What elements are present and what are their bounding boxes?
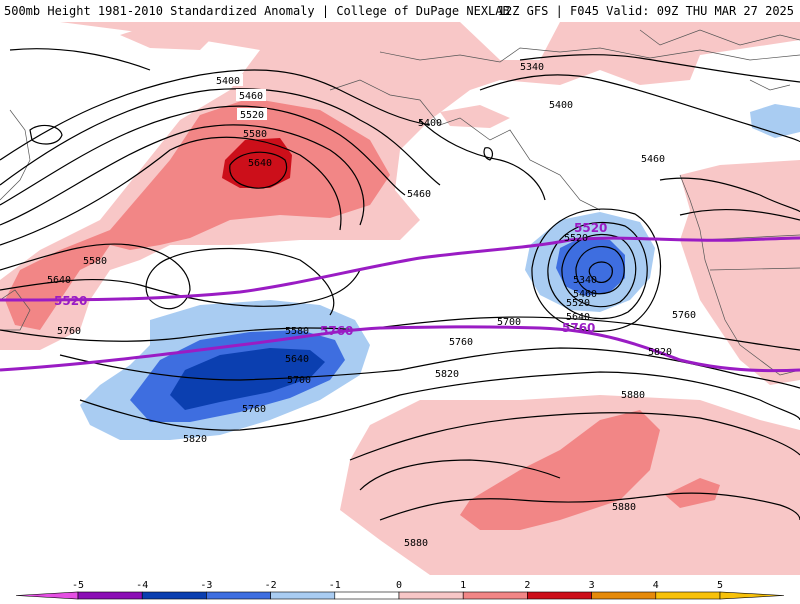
colorbar-tick-label: 3 [589, 580, 595, 591]
colorbar-tick-label: -3 [200, 580, 212, 591]
contour-label: 5700 [497, 317, 521, 328]
contour-label: 5460 [407, 189, 431, 200]
colorbar-bin [462, 591, 528, 600]
positive-anomaly-max [222, 138, 292, 188]
map-title: 500mb Height 1981-2010 Standardized Anom… [4, 4, 510, 18]
contour-label: 5400 [418, 118, 442, 129]
negative-anomaly-max [170, 348, 325, 410]
colorbar-bin [270, 591, 336, 600]
colorbar-arrow-high [719, 591, 785, 600]
highlight-label: 5520 [54, 294, 87, 308]
colorbar-arrow-low [15, 591, 79, 600]
highlight-contour-labels: 5520 5760 5520 5760 [54, 221, 607, 338]
colorbar-tick-label: 0 [396, 580, 402, 591]
colorbar-bin [77, 591, 143, 600]
colorbar-tick-label: 4 [653, 580, 659, 591]
contour-label: 5400 [216, 76, 240, 87]
colorbar-bins [15, 591, 785, 600]
colorbar-bin [334, 591, 400, 600]
highlight-label: 5760 [562, 321, 595, 335]
contour-label: 5400 [549, 100, 573, 111]
colorbar-bin [591, 591, 657, 600]
contour-label: 5580 [83, 256, 107, 267]
contour-label: 5520 [566, 298, 590, 309]
contour-label: 5760 [449, 337, 473, 348]
colorbar-tick-label: -4 [136, 580, 148, 591]
colorbar-bin [206, 591, 271, 600]
colorbar-labels: -5 -4 -3 -2 -1 0 1 2 3 4 5 [72, 580, 723, 591]
highlight-label: 5760 [320, 324, 353, 338]
contour-label: 5520 [240, 110, 264, 121]
colorbar-tick-label: 5 [717, 580, 723, 591]
contour-label: 5640 [285, 354, 309, 365]
colorbar-bin [398, 591, 464, 600]
contour-label: 5820 [648, 347, 672, 358]
colorbar: -5 -4 -3 -2 -1 0 1 2 3 4 5 [0, 578, 800, 600]
contour-label: 5580 [243, 129, 267, 140]
contour-label: 5640 [248, 158, 272, 169]
colorbar-tick-label: -1 [329, 580, 341, 591]
contour-label: 5760 [57, 326, 81, 337]
colorbar-svg: -5 -4 -3 -2 -1 0 1 2 3 4 5 [15, 580, 785, 600]
title-bar: 500mb Height 1981-2010 Standardized Anom… [0, 0, 800, 22]
model-valid-time: 12Z GFS | F045 Valid: 09Z THU MAR 27 202… [497, 4, 794, 18]
contour-label: 5640 [47, 275, 71, 286]
height-contours [0, 48, 800, 521]
contour-label: 5880 [612, 502, 636, 513]
highlighted-contours [0, 236, 800, 373]
highlight-label: 5520 [574, 221, 607, 235]
contour-label: 5820 [183, 434, 207, 445]
contour-label: 5760 [672, 310, 696, 321]
contour-label: 5580 [285, 326, 309, 337]
colorbar-bin [527, 591, 592, 600]
anomaly-map: 5400 5460 5520 5580 5640 5580 5640 5760 … [0, 22, 800, 578]
colorbar-tick-label: -5 [72, 580, 84, 591]
contour-label: 5880 [404, 538, 428, 549]
coastlines [0, 29, 800, 376]
colorbar-tick-label: 2 [524, 580, 530, 591]
contour-label: 5340 [520, 62, 544, 73]
colorbar-tick-label: 1 [460, 580, 466, 591]
contour-label: 5760 [242, 404, 266, 415]
contour-label: 5460 [239, 91, 263, 102]
contour-labels: 5400 5460 5520 5580 5640 5580 5640 5760 … [47, 62, 696, 549]
contour-label: 5340 [573, 275, 597, 286]
contour-label: 5820 [435, 369, 459, 380]
colorbar-bin [141, 591, 207, 600]
contour-label: 5700 [287, 375, 311, 386]
map-panel[interactable]: 5400 5460 5520 5580 5640 5580 5640 5760 … [0, 22, 800, 578]
contour-label: 5880 [621, 390, 645, 401]
colorbar-tick-label: -2 [265, 580, 277, 591]
colorbar-bin [655, 591, 721, 600]
contour-label: 5460 [641, 154, 665, 165]
contour-label: 5520 [564, 233, 588, 244]
contour-label: 5460 [573, 289, 597, 300]
contour-label: 5640 [566, 312, 590, 323]
